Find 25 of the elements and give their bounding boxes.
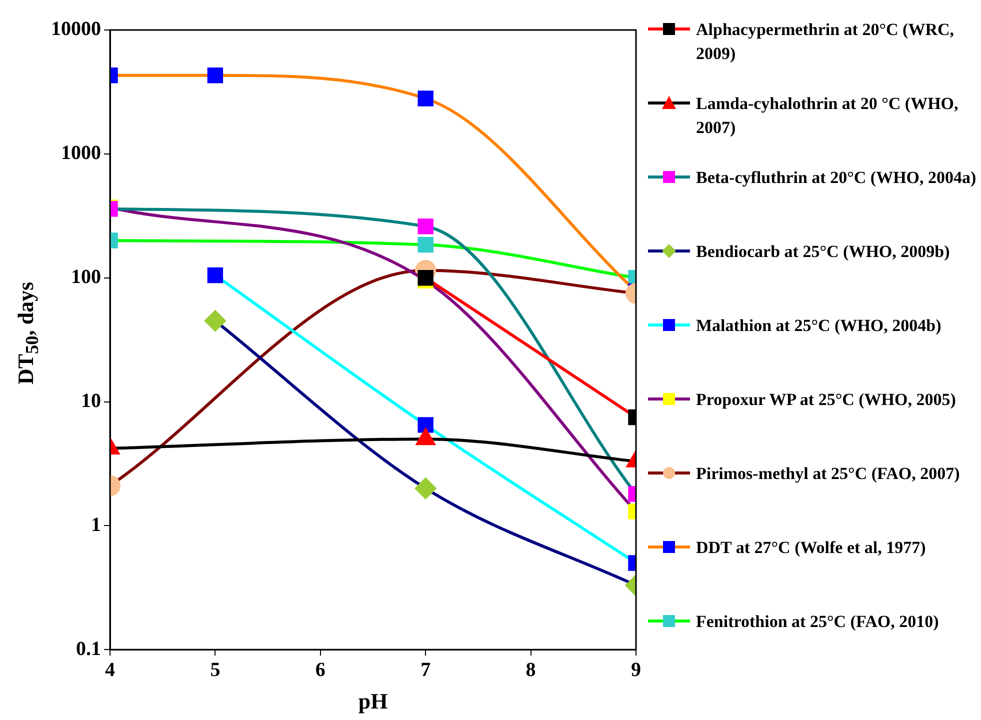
point <box>418 417 434 433</box>
legend-label: Beta-cyfluthrin at 20°C (WHO, 2004a) <box>696 167 976 189</box>
legend-label: Propoxur WP at 25°C (WHO, 2005) <box>696 389 956 411</box>
x-tick-label: 5 <box>210 658 220 681</box>
x-tick-label: 8 <box>526 658 536 681</box>
point <box>415 478 436 499</box>
point <box>418 90 434 106</box>
x-tick-label: 6 <box>315 658 326 681</box>
legend-label: DDT at 27°C (Wolfe et al, 1977) <box>696 537 926 559</box>
legend-label: Fenitrothion at 25°C (FAO, 2010) <box>696 611 939 633</box>
legend-label: Lamda-cyhalothrin at 20 °C (WHO, 2007) <box>696 93 960 139</box>
x-tick-label: 4 <box>105 658 115 681</box>
legend-label: Alphacypermethrin at 20°C (WRC, 2009) <box>696 19 955 65</box>
legend-label: Pirimos-methyl at 25°C (FAO, 2007) <box>696 463 960 485</box>
y-tick-label: 1000 <box>61 142 101 164</box>
y-tick-label: 1 <box>91 514 101 536</box>
x-axis-title: pH <box>358 688 388 714</box>
x-tick-label: 9 <box>631 658 641 681</box>
legend-label: Malathion at 25°C (WHO, 2004b) <box>696 315 942 337</box>
legend-label: Bendiocarb at 25°C (WHO, 2009b) <box>696 241 950 263</box>
y-tick-label: 100 <box>71 266 101 288</box>
y-tick-label: 10 <box>81 390 101 412</box>
x-tick-label: 7 <box>420 658 431 681</box>
y-tick-label: 0.1 <box>76 638 101 660</box>
y-tick-label: 10000 <box>51 18 101 40</box>
